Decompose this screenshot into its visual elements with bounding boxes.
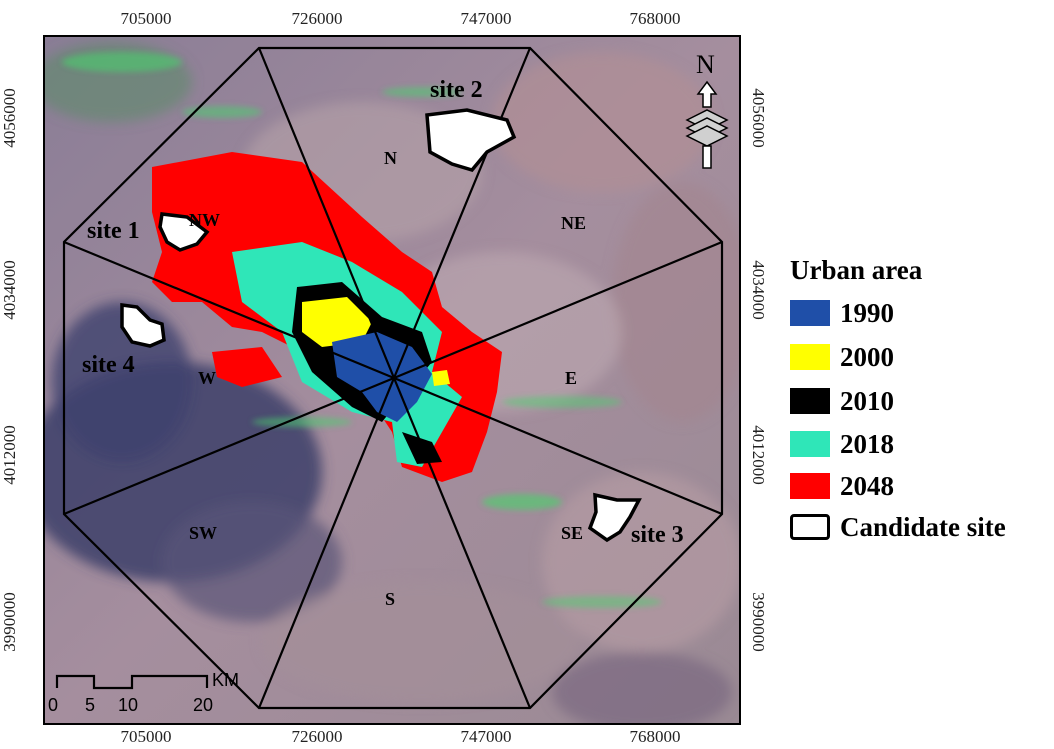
legend-swatch bbox=[790, 514, 830, 540]
y-tick-label: 3990000 bbox=[749, 592, 768, 652]
legend-label: 2010 bbox=[840, 385, 894, 416]
candidate-site-4 bbox=[120, 303, 166, 348]
legend-swatch bbox=[790, 473, 830, 499]
site-label-1: site 1 bbox=[87, 218, 140, 244]
y-tick-label: 4034000 bbox=[749, 260, 768, 320]
scale-bar-label: 5 bbox=[85, 695, 96, 715]
sector-label-se: SE bbox=[561, 523, 584, 543]
y-tick-label: 4012000 bbox=[0, 425, 19, 485]
sector-label-w: W bbox=[198, 368, 216, 388]
legend-item: 2048 bbox=[790, 470, 894, 501]
candidate-site-2 bbox=[425, 108, 517, 173]
y-tick-label: 3990000 bbox=[0, 592, 19, 652]
legend-item: 1990 bbox=[790, 297, 894, 328]
scale-bar-label: 10 bbox=[118, 695, 139, 715]
scale-bar-label: 20 bbox=[193, 695, 214, 715]
sector-label-e: E bbox=[565, 368, 578, 388]
legend-label: 2048 bbox=[840, 470, 894, 501]
sector-label-sw: SW bbox=[189, 523, 218, 543]
x-tick-label: 726000 bbox=[291, 727, 343, 746]
legend-item: 2010 bbox=[790, 385, 894, 416]
legend-swatch bbox=[790, 388, 830, 414]
sector-label-nw: NW bbox=[189, 210, 220, 230]
north-arrow-label: N bbox=[696, 50, 715, 79]
candidate-site-3 bbox=[587, 492, 642, 543]
urban-area-2000 bbox=[302, 297, 450, 386]
urban-area-1990 bbox=[332, 332, 432, 422]
x-tick-label: 726000 bbox=[291, 9, 343, 28]
y-tick-label: 4056000 bbox=[749, 88, 768, 148]
legend-title: Urban area bbox=[790, 255, 923, 285]
x-tick-label: 705000 bbox=[120, 727, 172, 746]
y-tick-label: 4034000 bbox=[0, 260, 19, 320]
legend-label: Candidate site bbox=[840, 511, 1006, 542]
legend-item: 2000 bbox=[790, 341, 894, 372]
legend-label: 2000 bbox=[840, 341, 894, 372]
scale-bar-unit: KM bbox=[212, 670, 239, 690]
legend-swatch bbox=[790, 431, 830, 457]
vegetation-patches bbox=[62, 52, 662, 608]
x-tick-label: 705000 bbox=[120, 9, 172, 28]
y-tick-label: 4056000 bbox=[0, 88, 19, 148]
legend-label: 2018 bbox=[840, 428, 894, 459]
x-tick-label: 768000 bbox=[629, 9, 681, 28]
terrain-texture bbox=[45, 42, 739, 723]
sector-label-s: S bbox=[385, 589, 396, 609]
legend-label: 1990 bbox=[840, 297, 894, 328]
x-tick-label: 747000 bbox=[460, 727, 512, 746]
site-label-4: site 4 bbox=[82, 352, 135, 378]
legend-swatch bbox=[790, 300, 830, 326]
legend-item: Candidate site bbox=[790, 511, 1006, 542]
sector-label-n: N bbox=[384, 148, 397, 168]
sector-label-ne: NE bbox=[561, 213, 587, 233]
x-tick-label: 768000 bbox=[629, 727, 681, 746]
legend: Urban area 1990 2000 2010 2018 2048 Cand… bbox=[790, 255, 1006, 542]
scale-bar-label: 0 bbox=[48, 695, 59, 715]
candidate-site-1 bbox=[158, 212, 210, 252]
north-arrow-icon bbox=[685, 80, 729, 169]
scale-bar bbox=[55, 674, 209, 690]
x-tick-label: 747000 bbox=[460, 9, 512, 28]
site-label-3: site 3 bbox=[631, 522, 684, 548]
site-label-2: site 2 bbox=[430, 77, 483, 103]
satellite-map bbox=[43, 35, 741, 725]
sector-octagon bbox=[62, 46, 724, 710]
legend-swatch bbox=[790, 344, 830, 370]
legend-item: 2018 bbox=[790, 428, 894, 459]
y-tick-label: 4012000 bbox=[749, 425, 768, 485]
